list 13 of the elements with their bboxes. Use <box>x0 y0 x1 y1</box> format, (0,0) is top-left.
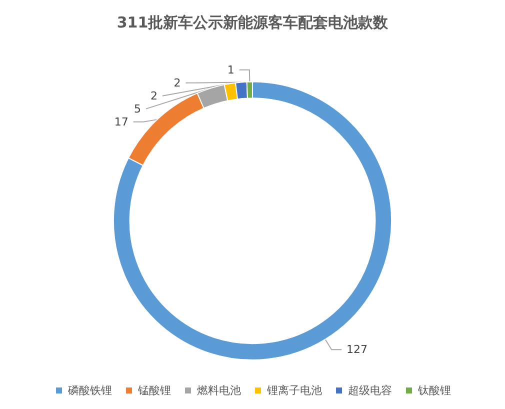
legend-label: 锰酸锂 <box>137 384 171 397</box>
chart-title: 311批新车公示新能源客车配套电池款数 <box>116 14 390 32</box>
data-label: 2 <box>150 89 158 102</box>
legend-label: 超级电容 <box>348 384 392 397</box>
data-label: 17 <box>114 115 128 128</box>
data-label: 1 <box>227 63 234 76</box>
legend-label: 钛酸锂 <box>417 384 451 397</box>
legend-label: 燃料电池 <box>197 384 241 397</box>
data-label: 2 <box>174 76 181 90</box>
data-label: 5 <box>134 102 142 116</box>
data-label: 127 <box>346 343 368 356</box>
legend-label: 磷酸铁锂 <box>67 384 112 397</box>
legend-label: 锂离子电池 <box>266 384 322 397</box>
